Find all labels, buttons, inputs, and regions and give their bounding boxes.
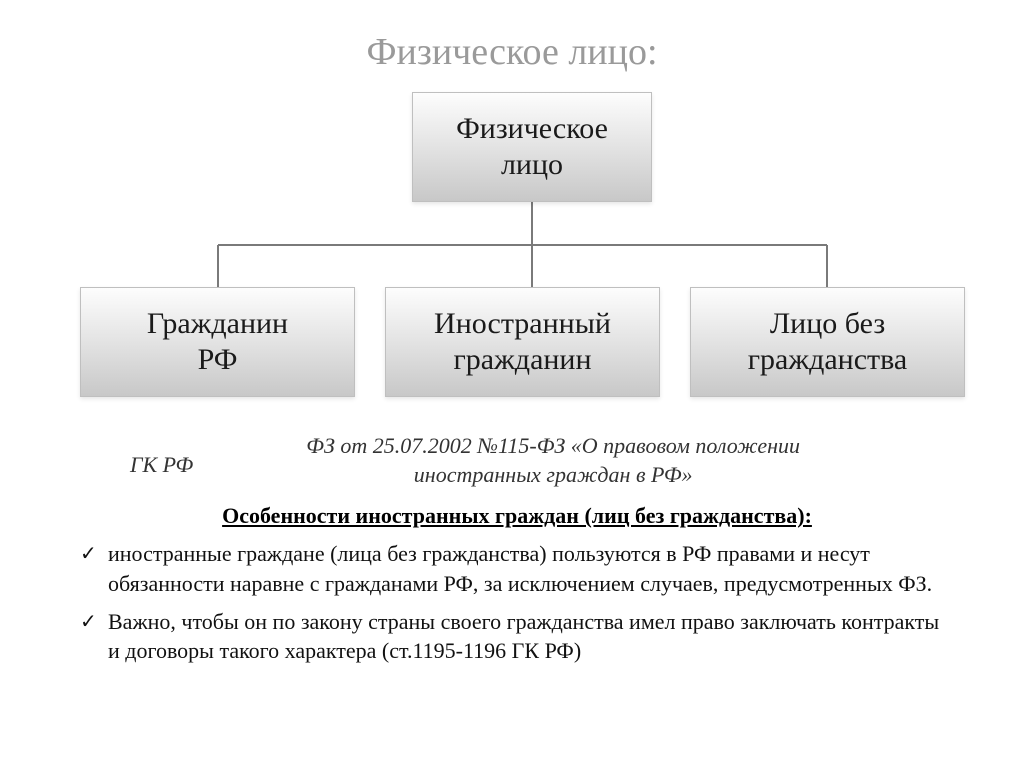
features-block: Особенности иностранных граждан (лиц без… <box>50 503 974 666</box>
check-icon: ✓ <box>80 609 97 636</box>
tree-root-node: Физическоелицо <box>412 92 652 202</box>
feature-item: ✓ Важно, чтобы он по закону страны своего… <box>80 607 954 666</box>
tree-diagram: Физическоелицо ГражданинРФ Иностранныйграж… <box>50 92 974 432</box>
features-list: ✓ иностранные граждане (лица без гражданс… <box>80 539 954 666</box>
feature-text: иностранные граждане (лица без гражданст… <box>108 541 932 596</box>
feature-item: ✓ иностранные граждане (лица без гражданс… <box>80 539 954 598</box>
slide: Физическое лицо: Физическоелицо Гражданин… <box>0 0 1024 768</box>
features-title: Особенности иностранных граждан (лиц без… <box>80 503 954 529</box>
tree-child-node-2: Лицо безгражданства <box>690 287 965 397</box>
tree-child-node-1: Иностранныйгражданин <box>385 287 660 397</box>
tree-child-node-0: ГражданинРФ <box>80 287 355 397</box>
reference-left: ГК РФ <box>130 432 193 489</box>
page-title: Физическое лицо: <box>50 30 974 74</box>
feature-text: Важно, чтобы он по закону страны своего … <box>108 609 939 664</box>
check-icon: ✓ <box>80 541 97 568</box>
references-row: ГК РФ ФЗ от 25.07.2002 №115-ФЗ «О правов… <box>50 432 974 489</box>
reference-right: ФЗ от 25.07.2002 №115-ФЗ «О правовом пол… <box>273 432 833 489</box>
